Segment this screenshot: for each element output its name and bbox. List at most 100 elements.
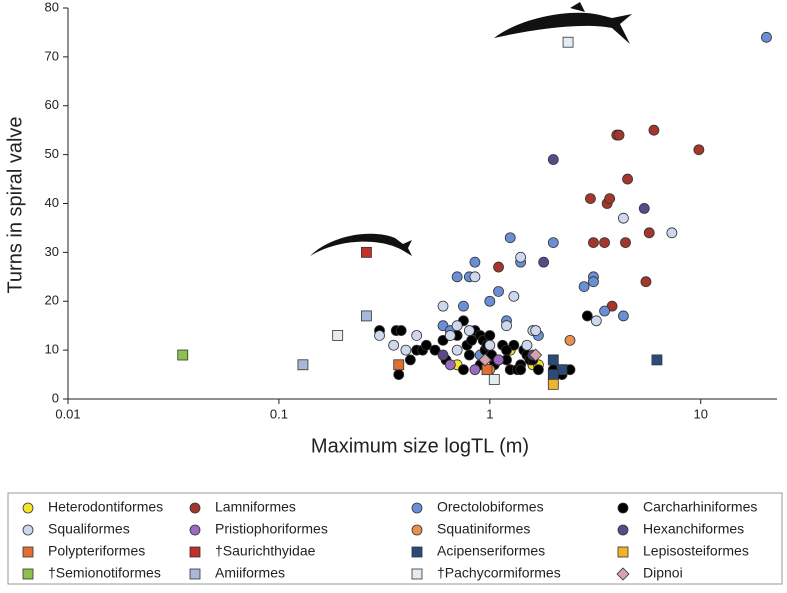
point bbox=[493, 286, 504, 297]
point bbox=[469, 256, 481, 268]
point bbox=[508, 290, 520, 302]
point bbox=[458, 364, 469, 376]
legend-marker bbox=[411, 568, 423, 580]
point bbox=[469, 364, 481, 376]
point bbox=[177, 349, 189, 361]
legend-label: †Pachycormiformes bbox=[437, 565, 561, 581]
legend-label: †Saurichthyidae bbox=[215, 543, 316, 559]
x-axis-title: Maximum size logTL (m) bbox=[311, 435, 529, 457]
point bbox=[618, 212, 629, 224]
x-tick-label: 10 bbox=[693, 406, 707, 421]
legend-label: Lepisosteiformes bbox=[643, 543, 749, 559]
point bbox=[606, 300, 618, 312]
point bbox=[618, 310, 629, 322]
point bbox=[481, 364, 493, 376]
point bbox=[547, 369, 559, 380]
legend-label: Polypteriformes bbox=[48, 543, 145, 559]
point bbox=[451, 320, 463, 332]
point bbox=[484, 330, 496, 341]
point bbox=[521, 339, 533, 351]
point bbox=[651, 354, 663, 366]
point bbox=[620, 237, 631, 249]
point bbox=[393, 369, 405, 380]
legend-label: Acipenseriformes bbox=[437, 543, 545, 559]
point bbox=[493, 354, 504, 366]
point bbox=[547, 154, 559, 165]
y-tick-label: 10 bbox=[45, 342, 59, 357]
legend-marker bbox=[22, 524, 34, 536]
point bbox=[429, 344, 441, 356]
point bbox=[666, 227, 678, 239]
y-tick-label: 0 bbox=[52, 390, 59, 405]
point bbox=[547, 354, 559, 366]
point bbox=[400, 344, 412, 356]
legend-marker bbox=[189, 502, 201, 514]
legend-label: Carcharhiniformes bbox=[643, 499, 757, 515]
point bbox=[578, 281, 590, 292]
point bbox=[533, 364, 544, 376]
legend-marker bbox=[617, 546, 629, 558]
point bbox=[501, 344, 512, 356]
point bbox=[599, 305, 610, 317]
point bbox=[588, 276, 599, 288]
legend-label: †Semionotiformes bbox=[48, 565, 161, 581]
point bbox=[529, 348, 543, 362]
point bbox=[395, 325, 407, 336]
point bbox=[404, 354, 416, 366]
point bbox=[469, 271, 481, 283]
point bbox=[613, 129, 625, 141]
point bbox=[588, 237, 599, 249]
point bbox=[478, 353, 492, 367]
point bbox=[604, 193, 616, 205]
point bbox=[411, 330, 423, 341]
point bbox=[581, 310, 593, 322]
point bbox=[463, 325, 475, 336]
legend-marker bbox=[617, 524, 629, 536]
point bbox=[420, 339, 432, 351]
point bbox=[437, 349, 449, 361]
point bbox=[547, 378, 559, 390]
legend-label: Squaliformes bbox=[48, 521, 130, 537]
legend-label: Amiiformes bbox=[215, 565, 285, 581]
point bbox=[388, 339, 400, 351]
silhouette bbox=[310, 233, 412, 256]
point bbox=[463, 349, 475, 361]
legend-label: Heterodontiformes bbox=[48, 499, 163, 515]
legend-marker bbox=[22, 502, 34, 514]
legend-marker bbox=[22, 546, 34, 558]
point bbox=[530, 325, 542, 336]
point bbox=[761, 31, 772, 43]
legend-marker bbox=[617, 502, 629, 514]
point bbox=[493, 261, 504, 273]
point bbox=[564, 334, 576, 346]
point bbox=[547, 237, 559, 249]
point bbox=[458, 300, 469, 312]
point bbox=[444, 330, 456, 341]
point bbox=[444, 359, 456, 371]
legend-marker bbox=[411, 546, 423, 558]
point bbox=[515, 364, 527, 376]
y-tick-label: 30 bbox=[45, 244, 59, 259]
point bbox=[361, 246, 372, 258]
x-tick-label: 0.1 bbox=[270, 406, 288, 421]
legend-label: Squatiniformes bbox=[437, 521, 530, 537]
legend-label: Orectolobiformes bbox=[437, 499, 544, 515]
point bbox=[648, 124, 660, 136]
legend-marker bbox=[411, 524, 423, 536]
point bbox=[451, 344, 463, 356]
point bbox=[562, 36, 574, 48]
point bbox=[643, 227, 655, 239]
legend-marker bbox=[411, 502, 423, 514]
legend bbox=[7, 492, 783, 585]
y-tick-label: 70 bbox=[45, 48, 59, 63]
point bbox=[451, 271, 463, 283]
x-tick-label: 0.01 bbox=[55, 406, 80, 421]
point bbox=[374, 330, 385, 341]
point bbox=[393, 359, 405, 371]
y-tick-label: 20 bbox=[45, 293, 59, 308]
legend-marker bbox=[189, 546, 201, 558]
point bbox=[638, 202, 650, 214]
point bbox=[297, 359, 309, 371]
point bbox=[332, 330, 344, 341]
